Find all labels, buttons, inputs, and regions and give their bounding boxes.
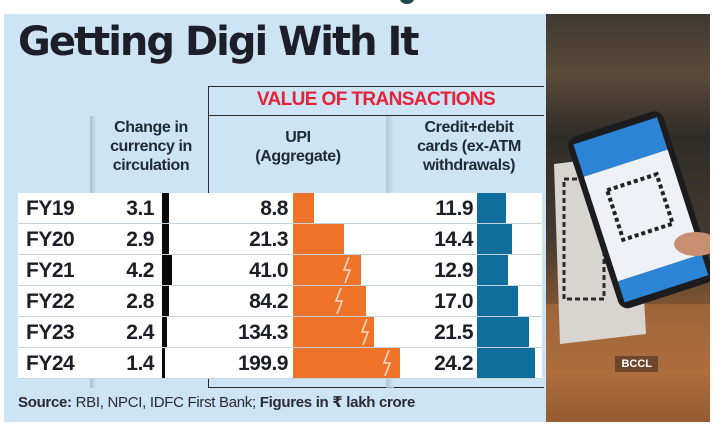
currency-value: 4.2 — [126, 259, 154, 282]
header-line: cards (ex-ATM — [417, 138, 521, 155]
upi-bar — [293, 224, 344, 254]
qr-payment-photo: BCCL — [546, 14, 710, 422]
currency-value: 2.9 — [126, 228, 154, 251]
table-row: FY24 1.4 199.9 24.2 — [18, 348, 542, 379]
upi-value: 134.3 — [237, 321, 289, 344]
cards-value: 21.5 — [434, 321, 473, 344]
currency-bar — [162, 193, 169, 223]
axis-break-icon — [342, 257, 352, 283]
cards-value: 14.4 — [434, 228, 473, 251]
value-title-row: VALUE OF TRANSACTIONS — [208, 86, 544, 116]
currency-value: 1.4 — [126, 352, 154, 375]
photo-credit: BCCL — [615, 356, 658, 372]
axis-break-icon — [334, 288, 344, 314]
cards-bar — [477, 317, 529, 347]
cards-bar — [477, 193, 506, 223]
fy-label: FY22 — [26, 290, 75, 313]
currency-bar — [162, 348, 165, 378]
upi-bar — [293, 286, 366, 316]
table-row: FY20 2.9 21.3 14.4 — [18, 224, 542, 255]
header-line: UPI — [285, 129, 311, 146]
units-note: Figures in ₹ lakh crore — [259, 394, 416, 411]
currency-bar — [162, 317, 167, 347]
upi-column-header: UPI (Aggregate) — [210, 128, 386, 166]
header-line: currency in — [110, 138, 192, 155]
upi-bar — [293, 317, 374, 347]
group-header: VALUE OF TRANSACTIONS — [256, 89, 496, 110]
decorative-sliver — [400, 0, 414, 4]
fy-label: FY23 — [26, 321, 75, 344]
cards-value: 17.0 — [434, 290, 473, 313]
chart-title: Getting Digi With It — [18, 19, 419, 65]
upi-value: 84.2 — [249, 290, 288, 313]
upi-value: 21.3 — [249, 228, 288, 251]
fy-label: FY20 — [26, 228, 75, 251]
currency-column-header: Change in currency in circulation — [96, 118, 206, 175]
source-note: Source: RBI, NPCI, IDFC First Bank; Figu… — [18, 393, 415, 411]
axis-break-icon — [382, 350, 392, 376]
currency-bar — [162, 224, 169, 254]
currency-bar — [162, 286, 169, 316]
cards-value: 12.9 — [434, 259, 473, 282]
cards-value: 11.9 — [435, 197, 473, 220]
source-label: Source: — [18, 394, 72, 411]
header-line: (Aggregate) — [255, 148, 341, 165]
header-line: withdrawals) — [422, 157, 516, 174]
header-line: Credit+debit — [424, 119, 514, 136]
upi-value: 8.8 — [260, 197, 288, 220]
currency-value: 3.1 — [126, 197, 154, 220]
fy-label: FY19 — [26, 197, 75, 220]
header-line: circulation — [112, 157, 190, 174]
cards-column-header: Credit+debit cards (ex-ATM withdrawals) — [394, 118, 544, 175]
cards-bar — [477, 255, 508, 285]
upi-value: 41.0 — [249, 259, 288, 282]
fy-label: FY21 — [26, 259, 75, 282]
header-line: Change in — [114, 119, 188, 136]
upi-value: 199.9 — [237, 352, 289, 375]
upi-bar — [293, 193, 314, 223]
upi-bar — [293, 348, 400, 378]
currency-bar — [162, 255, 172, 285]
table-row: FY21 4.2 41.0 12.9 — [18, 255, 542, 286]
cards-bar — [477, 286, 518, 316]
cards-bar — [477, 348, 535, 378]
fy-label: FY24 — [26, 352, 75, 375]
cards-bar — [477, 224, 512, 254]
table-row: FY22 2.8 84.2 17.0 — [18, 286, 542, 317]
table-row: FY23 2.4 134.3 21.5 — [18, 317, 542, 348]
source-text: RBI, NPCI, IDFC First Bank; — [71, 394, 260, 411]
currency-value: 2.4 — [126, 321, 154, 344]
upi-bar — [293, 255, 361, 285]
phone-scanning-qr-icon — [546, 111, 710, 422]
currency-value: 2.8 — [126, 290, 154, 313]
axis-break-icon — [360, 319, 370, 345]
table-row: FY19 3.1 8.8 11.9 — [18, 193, 542, 224]
cards-value: 24.2 — [434, 352, 473, 375]
